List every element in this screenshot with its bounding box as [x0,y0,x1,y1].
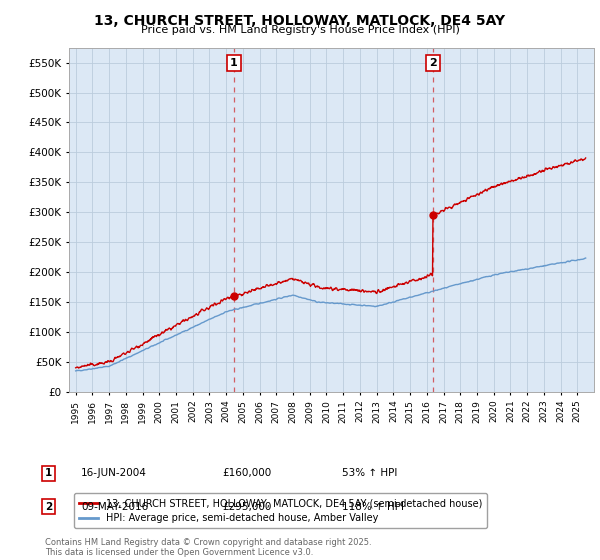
Text: 53% ↑ HPI: 53% ↑ HPI [342,468,397,478]
Text: 13, CHURCH STREET, HOLLOWAY, MATLOCK, DE4 5AY: 13, CHURCH STREET, HOLLOWAY, MATLOCK, DE… [94,14,506,28]
Text: 118% ↑ HPI: 118% ↑ HPI [342,502,404,512]
Text: Price paid vs. HM Land Registry's House Price Index (HPI): Price paid vs. HM Land Registry's House … [140,25,460,35]
Text: £295,000: £295,000 [222,502,271,512]
Text: 1: 1 [45,468,52,478]
Text: 2: 2 [45,502,52,512]
Text: 1: 1 [230,58,238,68]
Legend: 13, CHURCH STREET, HOLLOWAY, MATLOCK, DE4 5AY (semi-detached house), HPI: Averag: 13, CHURCH STREET, HOLLOWAY, MATLOCK, DE… [74,493,487,528]
Text: 2: 2 [429,58,437,68]
Text: Contains HM Land Registry data © Crown copyright and database right 2025.
This d: Contains HM Land Registry data © Crown c… [45,538,371,557]
Text: 09-MAY-2016: 09-MAY-2016 [81,502,148,512]
Text: 16-JUN-2004: 16-JUN-2004 [81,468,147,478]
Text: £160,000: £160,000 [222,468,271,478]
